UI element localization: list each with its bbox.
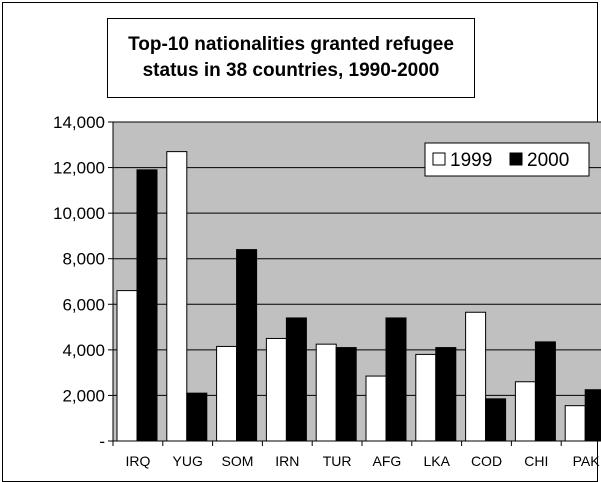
legend-swatch-1999 [432,152,446,166]
legend-swatch-2000 [509,152,523,166]
bar-2000-PAK [584,389,601,442]
bar-1999-IRQ [116,290,138,442]
y-tick-label: 4,000 [62,341,105,360]
chart-title: Top-10 nationalities granted refugee sta… [107,18,475,98]
bar-1999-TUR [315,343,337,442]
bar-1999-IRN [265,337,287,442]
y-tick-label: 8,000 [62,250,105,269]
y-tick-label: 10,000 [53,204,105,223]
bar-2000-IRQ [136,169,158,442]
x-tick-label: TUR [323,453,352,469]
x-tick-label: COD [471,453,502,469]
x-tick-label: LKA [423,453,450,469]
y-tick-label: 6,000 [62,295,105,314]
x-tick-label: IRQ [125,453,150,469]
bar-2000-CHI [534,341,556,442]
bar-2000-SOM [236,249,258,442]
y-tick-label: 12,000 [53,159,105,178]
bar-1999-COD [465,311,487,442]
y-tick-label: - [99,432,105,451]
x-tick-label: IRN [275,453,299,469]
bar-1999-LKA [415,353,437,442]
legend [424,142,590,177]
bar-1999-CHI [514,381,536,442]
bar-1999-AFG [365,375,387,442]
bar-2000-LKA [435,347,457,442]
x-tick-label: SOM [222,453,254,469]
legend-label-2000: 2000 [527,150,569,171]
x-tick-label: CHI [524,453,548,469]
x-tick-label: YUG [173,453,203,469]
bar-2000-AFG [385,317,407,442]
x-tick-label: AFG [373,453,402,469]
y-tick-label: 2,000 [62,386,105,405]
y-tick-label: 14,000 [53,113,105,132]
bar-1999-PAK [564,405,586,442]
bar-2000-YUG [186,392,208,442]
legend-label-1999: 1999 [450,150,492,171]
bar-1999-YUG [166,151,188,442]
bar-2000-COD [485,398,507,442]
bar-2000-TUR [335,347,357,442]
bar-2000-IRN [285,317,307,442]
x-tick-label: PAK [573,453,601,469]
bar-1999-SOM [216,345,238,442]
